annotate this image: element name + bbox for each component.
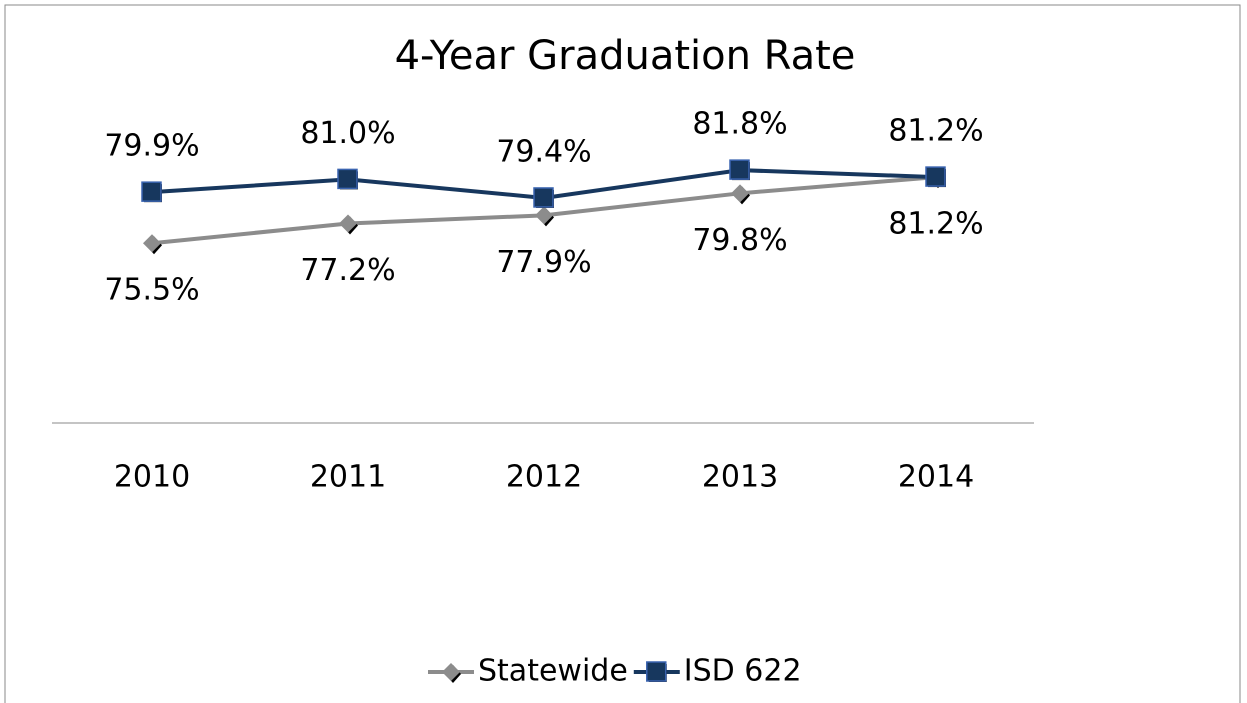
legend-marker xyxy=(646,661,667,682)
data-point xyxy=(729,159,750,180)
data-label: 79.9% xyxy=(104,129,199,164)
x-tick-label: 2011 xyxy=(310,460,386,495)
data-point xyxy=(141,181,162,202)
data-label: 75.5% xyxy=(104,273,199,308)
chart-frame xyxy=(4,4,1241,703)
data-label: 81.2% xyxy=(888,207,983,242)
x-tick-label: 2013 xyxy=(702,460,778,495)
data-point xyxy=(925,166,946,187)
legend-label: ISD 622 xyxy=(684,654,802,689)
legend-marker xyxy=(442,663,460,681)
data-point xyxy=(339,214,357,233)
x-tick-label: 2010 xyxy=(114,460,190,495)
data-label: 79.4% xyxy=(496,134,591,169)
data-label: 77.9% xyxy=(496,245,591,280)
data-point xyxy=(535,206,553,225)
data-point xyxy=(337,168,358,190)
data-label: 79.8% xyxy=(692,223,787,258)
data-label: 81.8% xyxy=(692,107,787,142)
x-tick-label: 2014 xyxy=(898,460,974,495)
data-label: 77.2% xyxy=(300,253,395,288)
data-point xyxy=(143,234,161,253)
data-point xyxy=(533,187,554,208)
data-label: 81.0% xyxy=(300,116,395,151)
data-point xyxy=(731,184,749,203)
x-tick-label: 2012 xyxy=(506,460,582,495)
chart-title: 4-Year Graduation Rate xyxy=(395,33,856,79)
legend-label: Statewide xyxy=(478,654,628,689)
data-label: 81.2% xyxy=(888,114,983,149)
